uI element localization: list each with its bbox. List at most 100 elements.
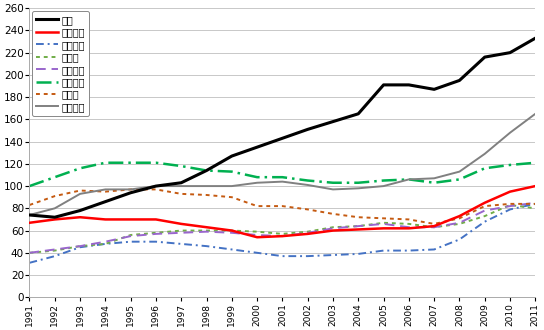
フランス [52, 248, 58, 251]
日本 [228, 154, 235, 158]
ギリシャ [305, 183, 311, 187]
カナダ [305, 208, 311, 212]
カナダ [26, 203, 33, 207]
フランス [228, 231, 235, 235]
イギリス [507, 208, 514, 212]
アメリカ [178, 222, 184, 226]
日本 [532, 36, 539, 40]
フランス [178, 231, 184, 235]
フランス [102, 240, 109, 244]
イギリス [380, 248, 387, 252]
カナダ [406, 217, 412, 221]
ドイツ [355, 224, 362, 228]
ドイツ [127, 233, 134, 237]
日本 [481, 55, 488, 59]
ギリシャ [431, 176, 437, 180]
日本 [279, 136, 286, 140]
ギリシャ [355, 186, 362, 190]
イギリス [203, 244, 210, 248]
イギリス [228, 248, 235, 251]
ドイツ [203, 229, 210, 233]
日本 [203, 169, 210, 173]
イギリス [431, 248, 437, 251]
カナダ [330, 212, 336, 216]
Line: 日本: 日本 [29, 38, 535, 217]
ドイツ [52, 248, 58, 252]
Line: ギリシャ: ギリシャ [29, 114, 535, 215]
フランス [153, 232, 159, 236]
フランス [26, 251, 33, 255]
日本 [77, 209, 83, 213]
フランス [330, 226, 336, 230]
イタリア [431, 181, 437, 185]
イタリア [532, 161, 539, 165]
イタリア [127, 161, 134, 165]
イタリア [481, 166, 488, 170]
フランス [507, 204, 514, 208]
ドイツ [380, 221, 387, 225]
アメリカ [305, 232, 311, 236]
フランス [355, 224, 362, 228]
カナダ [279, 204, 286, 208]
ドイツ [254, 230, 261, 234]
ドイツ [26, 251, 33, 255]
フランス [305, 231, 311, 235]
アメリカ [380, 226, 387, 230]
Line: イタリア: イタリア [29, 163, 535, 186]
イタリア [305, 179, 311, 182]
ドイツ [456, 222, 463, 226]
アメリカ [77, 215, 83, 219]
ギリシャ [481, 152, 488, 156]
アメリカ [102, 217, 109, 221]
Line: フランス: フランス [29, 203, 535, 253]
イギリス [178, 242, 184, 246]
イギリス [127, 240, 134, 244]
イタリア [355, 181, 362, 185]
ギリシャ [456, 170, 463, 174]
アメリカ [26, 221, 33, 225]
ドイツ [507, 203, 514, 207]
ギリシャ [26, 213, 33, 217]
ギリシャ [254, 181, 261, 185]
カナダ [481, 204, 488, 208]
Line: ドイツ: ドイツ [29, 205, 535, 253]
ドイツ [228, 229, 235, 233]
アメリカ [127, 217, 134, 221]
カナダ [127, 187, 134, 191]
フランス [279, 234, 286, 238]
アメリカ [330, 229, 336, 233]
アメリカ [431, 224, 437, 228]
カナダ [102, 190, 109, 194]
イギリス [153, 240, 159, 244]
イタリア [178, 164, 184, 168]
イギリス [532, 202, 539, 206]
イタリア [279, 175, 286, 179]
日本 [127, 191, 134, 195]
フランス [127, 234, 134, 238]
イギリス [279, 254, 286, 258]
日本 [330, 119, 336, 123]
日本 [431, 87, 437, 91]
日本 [178, 181, 184, 185]
イギリス [52, 254, 58, 258]
カナダ [355, 215, 362, 219]
イギリス [355, 252, 362, 256]
ギリシャ [127, 187, 134, 191]
ドイツ [279, 232, 286, 236]
アメリカ [52, 217, 58, 221]
Line: アメリカ: アメリカ [29, 186, 535, 237]
イタリア [102, 161, 109, 165]
アメリカ [203, 225, 210, 229]
ドイツ [102, 242, 109, 246]
フランス [532, 201, 539, 205]
カナダ [380, 216, 387, 220]
ドイツ [330, 225, 336, 229]
日本 [102, 200, 109, 204]
フランス [481, 209, 488, 213]
ギリシャ [228, 184, 235, 188]
カナダ [507, 202, 514, 206]
イギリス [456, 238, 463, 242]
アメリカ [507, 190, 514, 194]
イタリア [507, 163, 514, 167]
日本 [456, 79, 463, 82]
